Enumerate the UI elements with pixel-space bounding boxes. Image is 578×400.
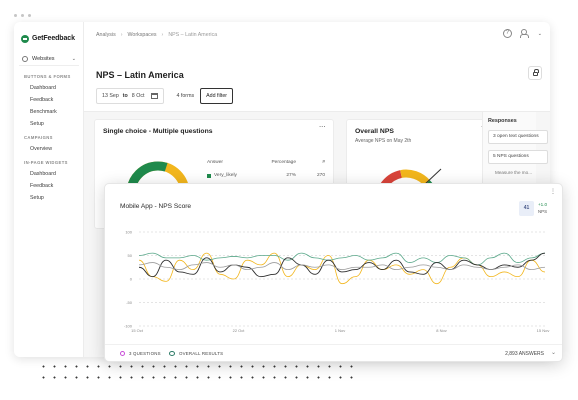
page-header: NPS – Latin America 13 Sep to 8 Oct 4 fo… xyxy=(84,52,550,112)
lock-icon xyxy=(532,69,539,76)
x-tick-label: 22 Oct xyxy=(233,328,246,333)
sidebar-item-benchmark[interactable]: Benchmark xyxy=(30,109,57,115)
responses-item[interactable]: 3 open text questions xyxy=(488,130,548,144)
percentage-cell: 27% xyxy=(286,173,296,178)
decorative-dot-grid xyxy=(38,361,358,383)
date-to: 8 Oct xyxy=(131,93,145,99)
breadcrumb-current: NPS – Latin America xyxy=(168,32,218,38)
sidebar-item-dashboard[interactable]: Dashboard xyxy=(30,171,56,177)
responses-item[interactable]: 5 NPS questions xyxy=(488,150,548,164)
breadcrumb-item[interactable]: Workspaces xyxy=(127,32,157,38)
sidebar-item-feedback[interactable]: Feedback xyxy=(30,183,54,189)
sidebar-section-title: IN-PAGE WIDGETS xyxy=(24,160,68,165)
nps-score-chart-card: Mobile App - NPS Score ⋮ 41 +1.0 NPS 100… xyxy=(104,183,563,362)
sidebar-item-overview[interactable]: Overview xyxy=(30,146,53,152)
nps-stat-value: 41 xyxy=(519,201,534,216)
workspace-select[interactable]: Websites ⌄ xyxy=(19,52,79,66)
gauge-segment-yellow xyxy=(400,169,430,186)
card-title: Single choice - Multiple questions xyxy=(103,128,213,135)
header-percentage: Percentage xyxy=(271,160,296,165)
logo[interactable]: GetFeedback xyxy=(14,22,83,46)
legend-swatch xyxy=(207,173,211,178)
x-tick-label: 15 Oct xyxy=(131,328,144,333)
header-answer: Answer xyxy=(207,160,223,165)
chevron-down-icon: ⌄ xyxy=(71,55,76,62)
add-filter-button[interactable]: Add filter xyxy=(200,88,234,104)
sidebar-item-dashboard[interactable]: Dashboard xyxy=(30,85,56,91)
card-subtitle: Average NPS on May 2th xyxy=(355,138,412,144)
series-line-2 xyxy=(138,252,546,278)
logo-text: GetFeedback xyxy=(32,35,75,42)
date-from: 13 Sep xyxy=(102,93,119,99)
more-options-icon[interactable]: ··· xyxy=(318,122,326,131)
count-cell: 270 xyxy=(316,173,325,178)
chart-title: Mobile App - NPS Score xyxy=(120,203,192,210)
y-tick-label: -100 xyxy=(124,324,133,329)
chart-footer: 3 QUESTIONS OVERALL RESULTS 2,893 ANSWER… xyxy=(105,344,562,361)
more-options-icon[interactable]: ⋮ xyxy=(550,189,556,195)
filter-bar: 13 Sep to 8 Oct 4 forms Add filter xyxy=(96,88,234,104)
window-dots xyxy=(14,14,31,17)
answer-label: Very_likely xyxy=(214,173,237,178)
sidebar-item-setup[interactable]: Setup xyxy=(30,195,44,201)
x-tick-label: 8 Nov xyxy=(436,328,446,333)
lock-button[interactable] xyxy=(528,66,542,80)
card-title: Overall NPS xyxy=(355,128,394,135)
responses-more: Measure the mo... xyxy=(495,170,533,175)
x-tick-label: 1 Nov xyxy=(335,328,345,333)
date-to-word: to xyxy=(122,93,128,99)
answer-table: Answer Percentage # Very_likely 27% 270 xyxy=(207,160,325,186)
sidebar-section-title: CAMPAIGNS xyxy=(24,135,53,140)
globe-icon xyxy=(22,55,28,62)
sidebar-item-setup[interactable]: Setup xyxy=(30,121,44,127)
breadcrumb-item[interactable]: Analysis xyxy=(96,32,116,38)
sidebar-section-title: BUTTONS & FORMS xyxy=(24,74,71,79)
page-title: NPS – Latin America xyxy=(96,70,184,80)
y-tick-label: 0 xyxy=(130,277,133,282)
sidebar-item-feedback[interactable]: Feedback xyxy=(30,97,54,103)
sidebar-nav: BUTTONS & FORMS Dashboard Feedback Benchmar… xyxy=(14,74,83,201)
sidebar: GetFeedback Websites ⌄ BUTTONS & FORMS Da… xyxy=(14,22,84,357)
breadcrumb-separator: › xyxy=(161,32,164,38)
legend-questions-label: 3 QUESTIONS xyxy=(129,351,161,356)
answers-count: 2,893 ANSWERS xyxy=(505,351,544,357)
series-line-1 xyxy=(138,252,546,266)
help-icon[interactable]: ? xyxy=(502,29,512,38)
top-icons: ? ⌄ xyxy=(502,29,542,38)
topbar: Analysis › Workspaces › NPS – Latin Amer… xyxy=(84,22,550,52)
calendar-icon xyxy=(151,93,159,99)
date-range-picker[interactable]: 13 Sep to 8 Oct xyxy=(96,88,165,104)
questions-icon xyxy=(120,351,125,356)
eye-icon xyxy=(169,351,175,356)
series-line-3 xyxy=(138,262,546,271)
table-header: Answer Percentage # xyxy=(207,160,325,165)
logo-icon xyxy=(21,34,29,43)
responses-title: Responses xyxy=(488,118,517,124)
legend-overall-label: OVERALL RESULTS xyxy=(179,351,224,356)
y-tick-label: -50 xyxy=(126,300,133,305)
chevron-down-icon[interactable]: ⌄ xyxy=(550,350,556,356)
breadcrumb: Analysis › Workspaces › NPS – Latin Amer… xyxy=(96,32,217,38)
table-row: Very_likely 27% 270 xyxy=(207,173,325,178)
answer-cell: Very_likely xyxy=(207,173,255,178)
y-tick-label: 50 xyxy=(128,253,133,258)
header-count: # xyxy=(322,160,325,165)
breadcrumb-separator: › xyxy=(120,32,123,38)
legend-questions[interactable]: 3 QUESTIONS xyxy=(120,351,161,356)
y-tick-label: 100 xyxy=(125,230,132,235)
workspace-label: Websites xyxy=(32,55,55,62)
forms-count[interactable]: 4 forms xyxy=(176,93,195,99)
legend-overall[interactable]: OVERALL RESULTS xyxy=(169,351,223,356)
nps-stat-delta: +1.0 xyxy=(538,202,548,207)
x-tick-label: 15 Nov xyxy=(537,328,550,333)
users-icon[interactable] xyxy=(519,29,530,38)
chevron-down-icon[interactable]: ⌄ xyxy=(537,30,542,37)
nps-stat-label: NPS xyxy=(538,209,548,214)
